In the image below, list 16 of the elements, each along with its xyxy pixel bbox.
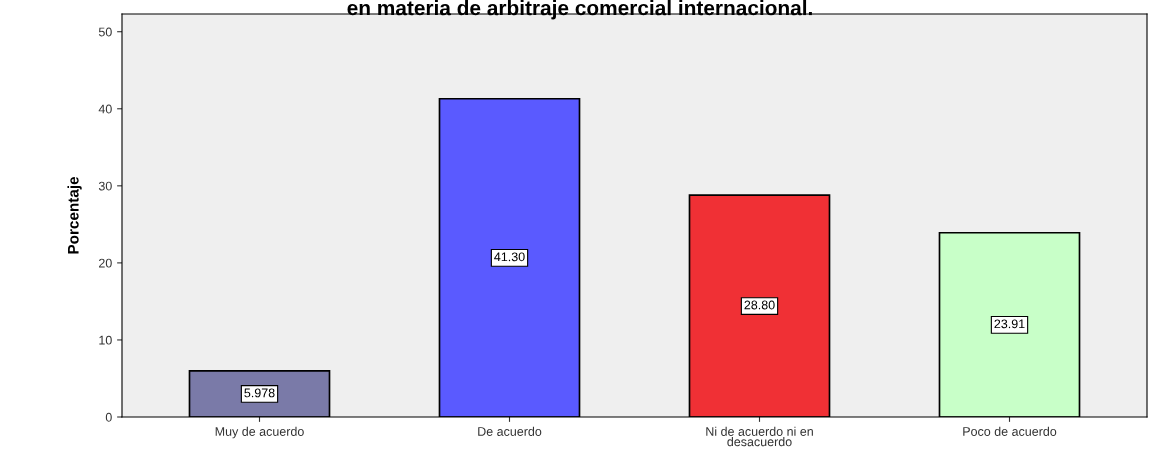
y-axis-title: Porcentaje — [67, 176, 82, 254]
x-tick-label: De acuerdo — [478, 426, 542, 436]
data-label: 28.80 — [744, 300, 775, 310]
y-tick-label: 40 — [98, 104, 112, 114]
x-tick-label: Muy de acuerdo — [215, 426, 304, 439]
x-tick-label: Ni de acuerdo ni en desacuerdo — [706, 426, 813, 447]
y-tick-label: 50 — [98, 27, 112, 37]
data-label: 23.91 — [994, 319, 1025, 329]
y-tick-label: 30 — [98, 181, 112, 191]
data-label: 5.978 — [244, 388, 275, 398]
x-tick-label: Poco de acuerdo — [963, 426, 1057, 436]
y-tick-label: 0 — [105, 412, 112, 422]
y-tick-label: 10 — [99, 335, 112, 345]
data-label: 41.30 — [494, 252, 525, 262]
chart-title: en materia de arbitraje comercial internacional. — [347, 0, 812, 20]
y-tick-label: 20 — [99, 258, 112, 268]
